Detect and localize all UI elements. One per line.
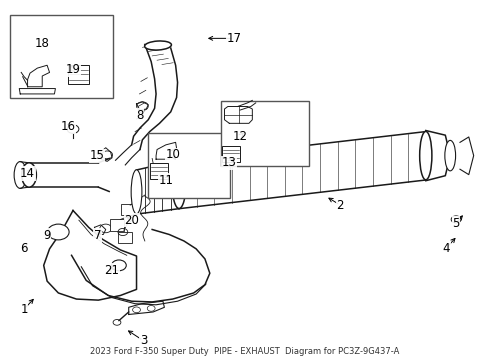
Ellipse shape — [145, 41, 171, 50]
Circle shape — [112, 260, 126, 271]
Ellipse shape — [131, 170, 142, 214]
Ellipse shape — [172, 160, 186, 208]
Text: 15: 15 — [90, 149, 105, 162]
Bar — [121, 204, 135, 215]
Text: 7: 7 — [94, 229, 101, 242]
Text: 2023 Ford F-350 Super Duty  PIPE - EXHAUST  Diagram for PC3Z-9G437-A: 2023 Ford F-350 Super Duty PIPE - EXHAUS… — [90, 347, 400, 356]
Text: 20: 20 — [124, 214, 139, 227]
Ellipse shape — [445, 140, 456, 171]
Circle shape — [100, 224, 112, 233]
Ellipse shape — [419, 131, 432, 180]
Circle shape — [137, 102, 148, 111]
Text: 21: 21 — [104, 264, 120, 277]
Text: 6: 6 — [21, 242, 28, 255]
Ellipse shape — [22, 163, 36, 187]
Circle shape — [102, 151, 113, 159]
Text: 9: 9 — [43, 229, 51, 242]
Bar — [10, 15, 113, 98]
Circle shape — [113, 319, 121, 325]
Bar — [148, 134, 230, 198]
Text: 8: 8 — [136, 109, 144, 122]
Bar — [68, 65, 89, 84]
Bar — [119, 231, 132, 243]
Text: 12: 12 — [233, 130, 247, 143]
Text: 4: 4 — [442, 242, 450, 255]
Bar — [110, 219, 124, 230]
Text: 13: 13 — [222, 156, 237, 169]
Circle shape — [147, 306, 155, 311]
Bar — [150, 163, 168, 179]
Circle shape — [133, 307, 141, 313]
Text: 11: 11 — [158, 174, 173, 186]
Text: 10: 10 — [165, 148, 180, 161]
Text: 19: 19 — [66, 63, 80, 76]
Bar — [220, 101, 309, 166]
Text: 1: 1 — [21, 303, 28, 316]
Ellipse shape — [14, 162, 26, 188]
Circle shape — [48, 224, 69, 240]
Bar — [221, 145, 240, 162]
Circle shape — [67, 125, 79, 134]
Text: 5: 5 — [452, 216, 460, 230]
Text: 14: 14 — [20, 167, 35, 180]
Text: 17: 17 — [227, 32, 242, 45]
Text: 2: 2 — [337, 199, 344, 212]
Text: 18: 18 — [35, 36, 49, 50]
Text: 3: 3 — [140, 334, 147, 347]
Text: 16: 16 — [61, 121, 75, 134]
